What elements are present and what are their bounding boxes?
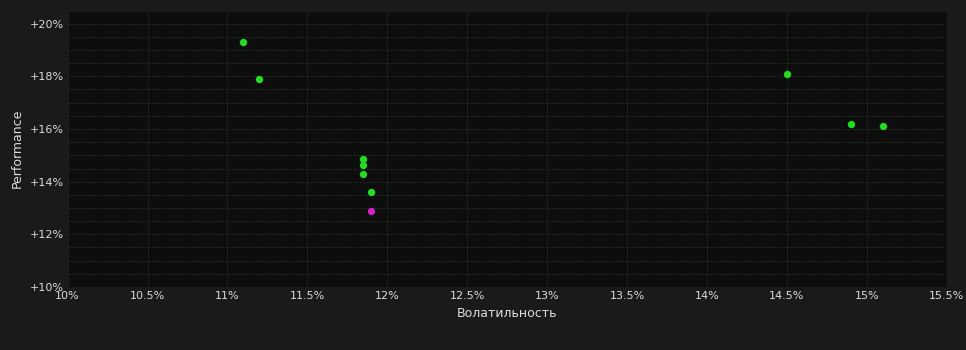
Point xyxy=(355,162,371,167)
Point xyxy=(780,71,795,77)
Point xyxy=(252,76,268,82)
Point xyxy=(363,208,379,213)
Point xyxy=(236,39,251,45)
Point xyxy=(363,189,379,195)
Y-axis label: Performance: Performance xyxy=(11,109,24,188)
Point xyxy=(355,156,371,162)
Point xyxy=(875,124,891,129)
Point xyxy=(843,121,859,127)
Point xyxy=(355,171,371,176)
X-axis label: Волатильность: Волатильность xyxy=(457,307,557,320)
